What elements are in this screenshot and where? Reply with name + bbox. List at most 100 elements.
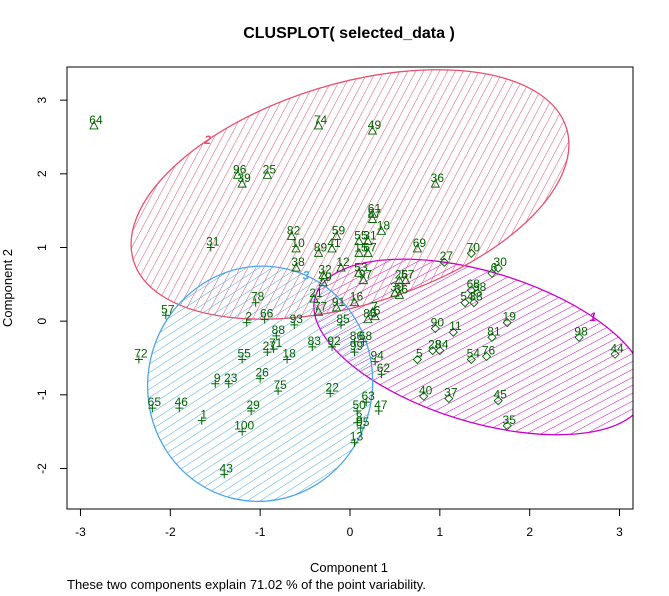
point-label: 50 bbox=[353, 398, 367, 412]
x-tick-label: -1 bbox=[255, 525, 266, 539]
point-label: 78 bbox=[251, 290, 265, 304]
data-point: 30 bbox=[390, 280, 404, 297]
data-point: 26 bbox=[255, 366, 269, 383]
point-marker bbox=[493, 263, 503, 273]
point-marker bbox=[238, 355, 247, 364]
point-label: 36 bbox=[431, 171, 445, 185]
point-label: 68 bbox=[467, 277, 481, 291]
cluster-3-label: 3 bbox=[303, 268, 310, 282]
data-point: 79 bbox=[318, 270, 332, 287]
point-label: 69 bbox=[413, 236, 427, 250]
point-marker bbox=[353, 418, 362, 427]
data-point: 30 bbox=[493, 255, 508, 273]
point-label: 65 bbox=[148, 395, 162, 409]
point-marker bbox=[247, 407, 256, 416]
point-label: 62 bbox=[377, 361, 391, 375]
point-marker bbox=[359, 337, 368, 346]
point-label: 25 bbox=[263, 162, 277, 176]
point-label: 76 bbox=[482, 344, 496, 358]
point-marker bbox=[283, 355, 292, 364]
point-marker bbox=[350, 348, 359, 357]
point-label: 68 bbox=[359, 329, 373, 343]
point-marker bbox=[502, 317, 512, 328]
point-label: 88 bbox=[272, 323, 286, 337]
data-point: 72 bbox=[134, 346, 148, 364]
point-marker bbox=[161, 311, 170, 320]
cluster-labels: 1 2 3 bbox=[203, 133, 596, 324]
point-marker bbox=[349, 297, 360, 307]
cluster-1-label: 1 bbox=[590, 310, 597, 324]
point-label: 67 bbox=[363, 240, 377, 254]
point-label: 86 bbox=[350, 329, 364, 343]
data-point: 87 bbox=[367, 206, 382, 223]
point-label: 47 bbox=[374, 398, 388, 412]
point-marker bbox=[610, 349, 620, 359]
point-label: 49 bbox=[368, 118, 382, 132]
point-marker bbox=[502, 421, 512, 431]
point-label: 41 bbox=[327, 236, 341, 250]
point-marker bbox=[466, 248, 476, 259]
point-marker bbox=[220, 470, 229, 479]
point-label: 55 bbox=[354, 229, 368, 243]
data-point: 81 bbox=[487, 324, 501, 342]
data-point: 71 bbox=[269, 336, 283, 354]
point-marker bbox=[466, 285, 476, 295]
point-label: 1 bbox=[200, 408, 207, 422]
data-point: 15 bbox=[354, 240, 368, 257]
point-marker bbox=[412, 243, 423, 253]
data-point: 21 bbox=[309, 286, 323, 303]
point-marker bbox=[493, 396, 503, 406]
data-point: 36 bbox=[394, 282, 408, 299]
data-point: 65 bbox=[148, 395, 162, 413]
point-marker bbox=[354, 236, 364, 246]
point-marker bbox=[377, 370, 386, 379]
data-point: 91 bbox=[331, 295, 346, 312]
data-point: 9 bbox=[211, 371, 221, 388]
point-label: 57 bbox=[161, 302, 175, 316]
point-marker bbox=[328, 342, 337, 351]
point-marker bbox=[148, 404, 157, 413]
data-point: 25 bbox=[262, 162, 277, 179]
point-marker bbox=[350, 438, 359, 447]
data-point: 92 bbox=[327, 334, 341, 351]
point-label: 63 bbox=[361, 389, 375, 403]
data-point: 23 bbox=[224, 371, 238, 388]
point-marker bbox=[262, 169, 273, 179]
data-point: 6 bbox=[487, 260, 498, 278]
point-marker bbox=[206, 243, 215, 252]
data-point: 86 bbox=[363, 307, 377, 324]
data-point: 46 bbox=[175, 395, 188, 413]
point-marker bbox=[237, 178, 247, 188]
data-point: 55 bbox=[354, 229, 368, 246]
point-label: 74 bbox=[314, 113, 328, 127]
point-label: 2 bbox=[245, 310, 252, 324]
data-point: 29 bbox=[246, 398, 260, 416]
data-point: 90 bbox=[430, 316, 444, 334]
data-point: 19 bbox=[502, 310, 516, 328]
point-label: 96 bbox=[233, 162, 247, 176]
point-marker bbox=[430, 323, 440, 334]
data-point: 74 bbox=[313, 113, 328, 130]
point-marker bbox=[175, 404, 184, 413]
data-point: 53 bbox=[354, 260, 368, 277]
point-label: 87 bbox=[368, 206, 382, 220]
data-point: 35 bbox=[502, 413, 516, 431]
data-point: 43 bbox=[220, 461, 233, 479]
data-point: 68 bbox=[466, 277, 481, 295]
point-marker bbox=[362, 398, 371, 407]
point-marker bbox=[331, 230, 342, 240]
point-label: 72 bbox=[134, 346, 148, 360]
data-point: 77 bbox=[313, 299, 328, 316]
cluster-ellipses bbox=[130, 69, 633, 503]
data-point: 6 bbox=[370, 304, 381, 321]
data-point: 31 bbox=[363, 229, 377, 246]
x-tick-label: 2 bbox=[526, 525, 533, 539]
point-marker bbox=[481, 351, 492, 362]
point-label: 75 bbox=[273, 378, 287, 392]
point-marker bbox=[224, 379, 233, 388]
point-label: 30 bbox=[494, 255, 508, 269]
data-point: 68 bbox=[359, 329, 373, 346]
data-point: 37 bbox=[444, 386, 458, 404]
point-label: 15 bbox=[354, 240, 368, 254]
